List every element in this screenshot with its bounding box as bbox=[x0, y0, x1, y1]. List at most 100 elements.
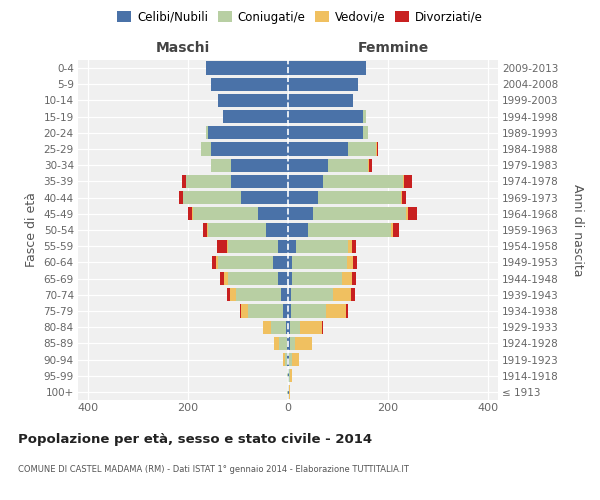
Bar bbox=[288, 224, 308, 236]
Bar bbox=[193, 207, 258, 220]
Bar bbox=[350, 288, 355, 302]
Bar bbox=[228, 272, 278, 285]
Bar bbox=[408, 207, 417, 220]
Bar bbox=[288, 320, 290, 334]
Text: Popolazione per età, sesso e stato civile - 2014: Popolazione per età, sesso e stato civil… bbox=[18, 432, 372, 446]
Bar bbox=[230, 175, 288, 188]
Bar bbox=[290, 320, 299, 334]
Bar bbox=[217, 240, 227, 253]
Bar bbox=[241, 191, 288, 204]
Bar bbox=[265, 224, 288, 236]
Bar bbox=[288, 191, 318, 204]
Bar bbox=[290, 288, 333, 302]
Bar bbox=[241, 304, 248, 318]
Text: COMUNE DI CASTEL MADAMA (RM) - Dati ISTAT 1° gennaio 2014 - Elaborazione TUTTITA: COMUNE DI CASTEL MADAMA (RM) - Dati ISTA… bbox=[18, 466, 409, 474]
Bar bbox=[313, 207, 406, 220]
Bar bbox=[353, 256, 357, 269]
Bar bbox=[228, 240, 278, 253]
Bar bbox=[283, 353, 284, 366]
Bar bbox=[288, 304, 290, 318]
Bar bbox=[288, 175, 323, 188]
Text: Femmine: Femmine bbox=[358, 41, 428, 55]
Bar bbox=[227, 288, 229, 302]
Bar bbox=[179, 191, 182, 204]
Bar bbox=[292, 353, 299, 366]
Bar bbox=[292, 272, 342, 285]
Bar bbox=[348, 240, 352, 253]
Bar bbox=[248, 304, 283, 318]
Bar bbox=[288, 240, 296, 253]
Bar bbox=[406, 207, 408, 220]
Bar bbox=[208, 126, 288, 140]
Bar bbox=[284, 353, 287, 366]
Bar bbox=[288, 336, 290, 350]
Bar bbox=[292, 256, 347, 269]
Bar bbox=[288, 288, 290, 302]
Bar bbox=[281, 288, 288, 302]
Bar bbox=[289, 386, 290, 398]
Bar bbox=[328, 158, 368, 172]
Bar bbox=[288, 207, 313, 220]
Bar bbox=[288, 78, 358, 91]
Bar bbox=[401, 191, 406, 204]
Bar bbox=[290, 336, 295, 350]
Bar bbox=[376, 142, 377, 156]
Bar bbox=[227, 240, 228, 253]
Bar bbox=[278, 272, 288, 285]
Bar bbox=[188, 207, 192, 220]
Bar bbox=[288, 256, 292, 269]
Bar bbox=[279, 336, 287, 350]
Bar bbox=[273, 256, 288, 269]
Bar bbox=[283, 304, 288, 318]
Bar bbox=[287, 353, 288, 366]
Bar bbox=[363, 126, 368, 140]
Bar bbox=[363, 110, 365, 124]
Bar bbox=[325, 304, 346, 318]
Bar bbox=[288, 126, 363, 140]
Bar bbox=[258, 207, 288, 220]
Bar bbox=[289, 369, 290, 382]
Bar bbox=[296, 240, 348, 253]
Bar bbox=[211, 158, 230, 172]
Bar bbox=[288, 272, 292, 285]
Bar bbox=[322, 320, 323, 334]
Bar bbox=[352, 240, 356, 253]
Bar bbox=[203, 224, 207, 236]
Bar bbox=[288, 94, 353, 107]
Bar bbox=[347, 256, 353, 269]
Bar bbox=[218, 256, 273, 269]
Bar bbox=[342, 272, 352, 285]
Bar bbox=[224, 272, 228, 285]
Bar bbox=[290, 304, 325, 318]
Bar bbox=[205, 126, 208, 140]
Bar bbox=[192, 207, 193, 220]
Bar bbox=[235, 288, 281, 302]
Bar bbox=[263, 320, 271, 334]
Bar bbox=[318, 191, 401, 204]
Bar bbox=[181, 175, 185, 188]
Bar bbox=[288, 353, 289, 366]
Bar bbox=[290, 369, 292, 382]
Bar bbox=[308, 224, 391, 236]
Bar bbox=[287, 336, 288, 350]
Bar bbox=[323, 175, 403, 188]
Legend: Celibi/Nubili, Coniugati/e, Vedovi/e, Divorziati/e: Celibi/Nubili, Coniugati/e, Vedovi/e, Di… bbox=[112, 6, 488, 28]
Bar bbox=[369, 158, 371, 172]
Bar bbox=[288, 142, 348, 156]
Bar bbox=[278, 240, 288, 253]
Bar bbox=[299, 320, 322, 334]
Bar bbox=[288, 110, 363, 124]
Bar bbox=[212, 256, 215, 269]
Bar bbox=[286, 320, 288, 334]
Bar bbox=[185, 175, 230, 188]
Bar bbox=[289, 353, 292, 366]
Bar bbox=[229, 288, 235, 302]
Bar bbox=[346, 304, 348, 318]
Bar bbox=[211, 142, 288, 156]
Bar bbox=[208, 224, 265, 236]
Bar bbox=[215, 256, 218, 269]
Bar bbox=[239, 304, 241, 318]
Text: Maschi: Maschi bbox=[156, 41, 210, 55]
Bar bbox=[368, 158, 369, 172]
Bar bbox=[220, 272, 224, 285]
